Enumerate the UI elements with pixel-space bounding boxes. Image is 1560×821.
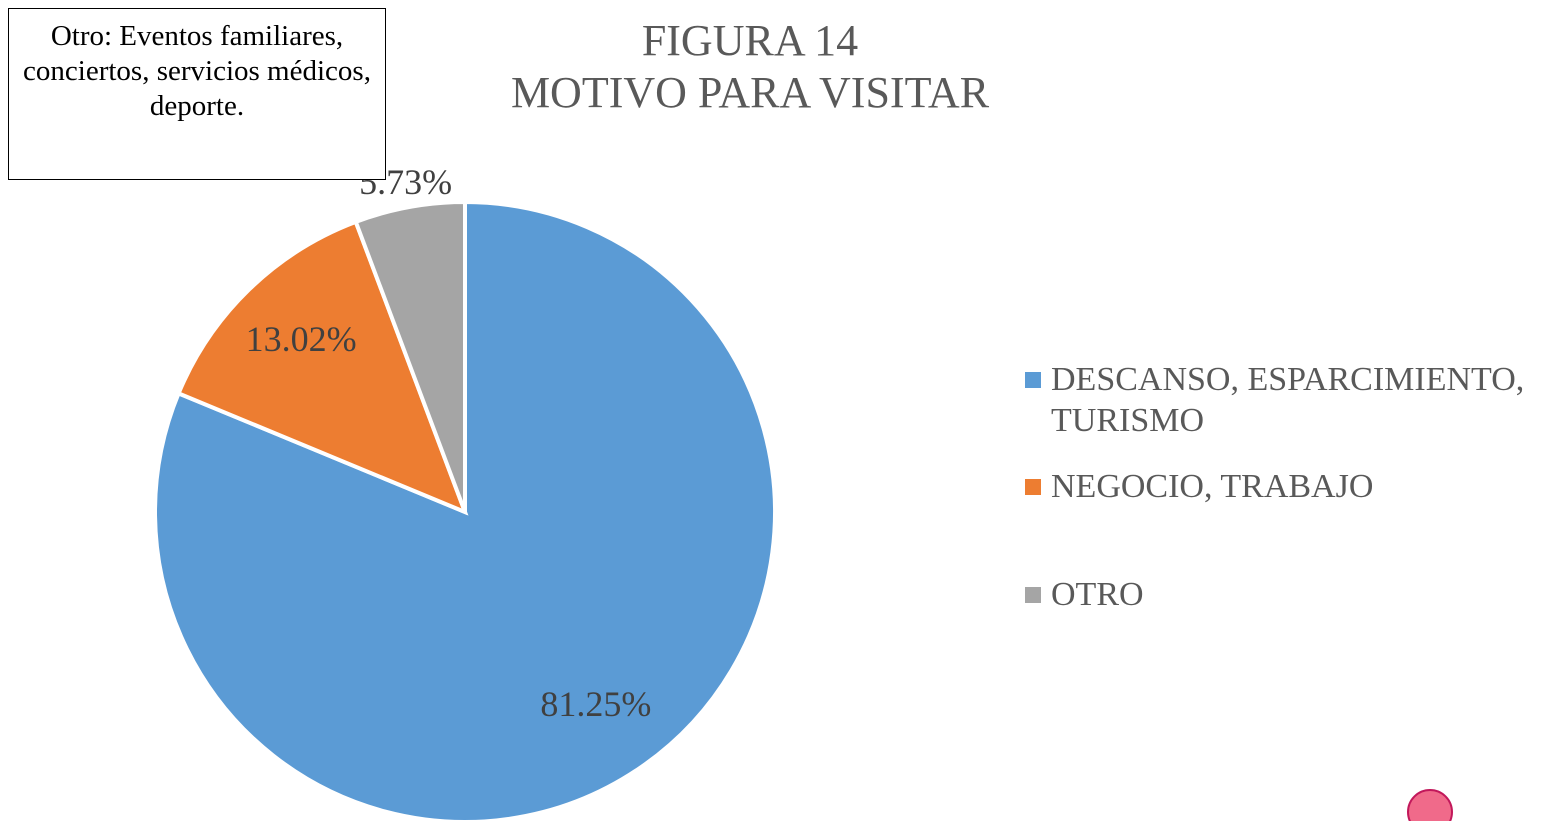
annotation: Otro: Eventos familiares, conciertos, se… xyxy=(8,8,386,180)
chart-subtitle: MOTIVO PARA VISITAR xyxy=(511,68,990,117)
pie-slice xyxy=(353,199,467,513)
data-label: 13.02% xyxy=(246,319,357,359)
legend-swatch xyxy=(1025,479,1041,495)
pie-slice xyxy=(175,219,469,516)
legend-item: DESCANSO, ESPARCIMIENTO, TURISMO xyxy=(1025,360,1555,442)
legend-swatch xyxy=(1025,587,1041,603)
legend-item: NEGOCIO, TRABAJO xyxy=(1025,467,1555,508)
legend-swatch xyxy=(1025,372,1041,388)
legend-label: DESCANSO, ESPARCIMIENTO, TURISMO xyxy=(1051,361,1525,439)
data-label: 81.25% xyxy=(540,684,651,724)
legend-label: NEGOCIO, TRABAJO xyxy=(1051,468,1374,505)
chart-title: FIGURA 14 xyxy=(642,16,858,65)
legend-item: OTRO xyxy=(1025,575,1555,616)
legend-label: OTRO xyxy=(1051,576,1144,613)
corner-icon xyxy=(1407,789,1453,821)
